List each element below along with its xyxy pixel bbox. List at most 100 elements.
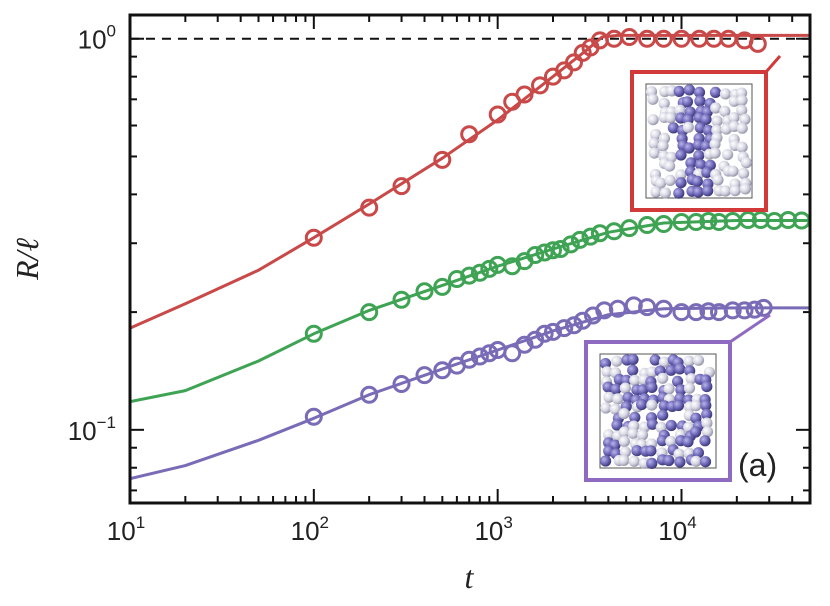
data-point bbox=[555, 319, 574, 338]
data-point bbox=[460, 266, 479, 285]
data-point bbox=[304, 324, 323, 343]
particle bbox=[701, 166, 713, 178]
particle bbox=[690, 400, 702, 412]
particle bbox=[665, 435, 677, 447]
data-point bbox=[460, 350, 479, 369]
particle bbox=[646, 381, 658, 393]
data-point bbox=[620, 28, 639, 46]
data-point bbox=[415, 366, 434, 385]
data-point bbox=[551, 240, 570, 258]
data-point bbox=[447, 270, 466, 288]
data-point bbox=[360, 303, 379, 322]
x-axis-title: t bbox=[465, 559, 475, 595]
particle bbox=[739, 183, 752, 195]
y-tick-label: 100 bbox=[78, 22, 116, 55]
particle bbox=[674, 456, 686, 468]
data-point bbox=[392, 290, 411, 309]
data-point bbox=[672, 29, 691, 48]
particle bbox=[665, 419, 677, 432]
inset-slab bbox=[630, 70, 768, 212]
data-point bbox=[503, 344, 522, 363]
particle bbox=[709, 138, 721, 150]
data-point bbox=[573, 311, 592, 330]
particle bbox=[675, 384, 687, 396]
panel-label: (a) bbox=[738, 447, 777, 483]
data-point bbox=[470, 263, 489, 282]
particle bbox=[619, 446, 632, 458]
particle bbox=[650, 186, 662, 198]
particle bbox=[619, 382, 632, 394]
data-point bbox=[535, 324, 554, 343]
data-point bbox=[723, 301, 742, 320]
particle bbox=[673, 187, 685, 199]
data-point bbox=[699, 212, 718, 230]
particle bbox=[738, 167, 750, 180]
particle bbox=[600, 455, 612, 467]
particle bbox=[627, 364, 639, 376]
particle bbox=[739, 113, 751, 125]
insets bbox=[584, 55, 782, 482]
particle bbox=[712, 174, 724, 186]
particle bbox=[663, 383, 675, 395]
inset-mixed bbox=[584, 340, 732, 482]
plot-frame bbox=[128, 13, 812, 505]
data-point bbox=[638, 298, 657, 317]
particle bbox=[690, 455, 702, 467]
particle bbox=[631, 445, 643, 457]
particle bbox=[628, 455, 640, 467]
data-point bbox=[433, 150, 452, 169]
particle bbox=[672, 375, 684, 387]
data-point bbox=[745, 300, 764, 319]
particle bbox=[695, 159, 707, 171]
particle bbox=[709, 86, 722, 98]
particle bbox=[673, 85, 685, 97]
particle bbox=[692, 447, 705, 459]
particle bbox=[646, 457, 658, 469]
particle bbox=[736, 122, 748, 134]
particle bbox=[694, 95, 706, 107]
particle bbox=[657, 140, 669, 152]
data-point bbox=[488, 105, 507, 124]
particle bbox=[719, 88, 732, 100]
data-point bbox=[581, 227, 600, 246]
particle bbox=[609, 403, 621, 415]
x-tick-label: 102 bbox=[291, 513, 329, 546]
particle bbox=[648, 147, 660, 159]
particle bbox=[701, 426, 714, 438]
particle bbox=[674, 363, 686, 375]
particle bbox=[618, 454, 630, 466]
particle bbox=[685, 157, 697, 169]
x-tick-label: 101 bbox=[107, 513, 145, 546]
y-tick-label: 10−1 bbox=[68, 413, 116, 446]
particle bbox=[675, 169, 687, 181]
particle bbox=[629, 411, 641, 423]
data-point bbox=[304, 228, 323, 247]
particle bbox=[722, 149, 734, 161]
particle bbox=[683, 84, 696, 96]
data-point bbox=[638, 216, 657, 234]
particle bbox=[690, 426, 702, 438]
particle bbox=[736, 141, 748, 153]
inset-slab-box bbox=[645, 83, 753, 199]
data-point bbox=[531, 76, 549, 95]
particle bbox=[699, 456, 712, 468]
data-point bbox=[535, 243, 554, 262]
particle bbox=[663, 454, 675, 467]
particle bbox=[683, 355, 695, 367]
inset-mixed-box bbox=[599, 353, 717, 469]
data-point bbox=[739, 211, 757, 229]
series-0 bbox=[130, 28, 810, 330]
particle bbox=[665, 364, 677, 376]
particle bbox=[665, 112, 677, 124]
particle bbox=[672, 399, 685, 412]
particle bbox=[675, 177, 687, 189]
data-point bbox=[360, 198, 379, 217]
data-point bbox=[654, 215, 673, 233]
data-point bbox=[392, 177, 411, 196]
particle bbox=[601, 366, 613, 378]
data-point bbox=[544, 241, 562, 260]
data-point bbox=[526, 246, 545, 264]
particle bbox=[610, 383, 622, 395]
data-point bbox=[480, 259, 499, 278]
